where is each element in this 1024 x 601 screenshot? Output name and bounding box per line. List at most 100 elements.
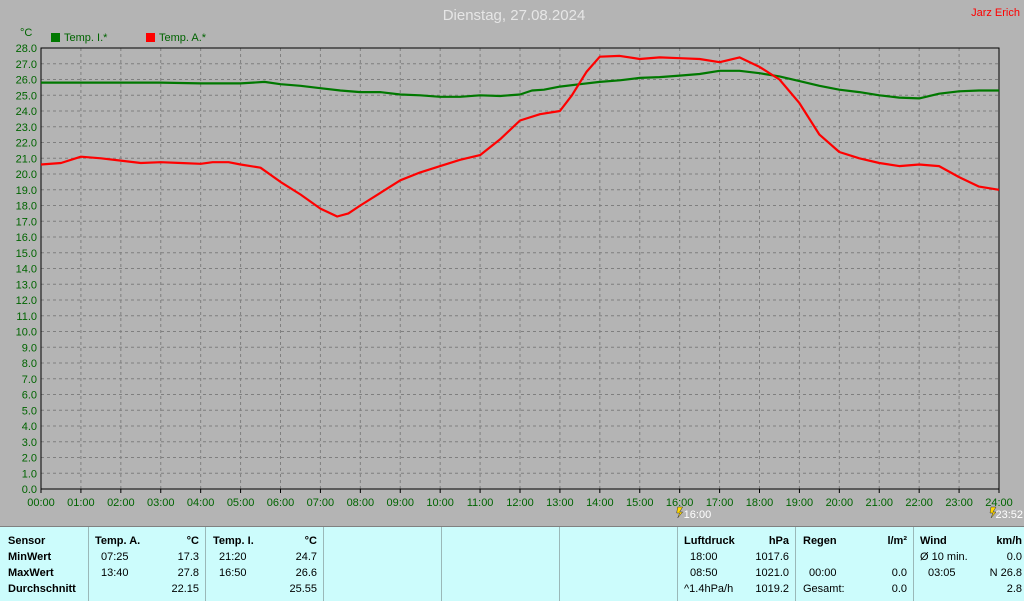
rain-unit: l/m²: [887, 535, 907, 547]
y-tick-label: 25.0: [16, 90, 37, 102]
y-tick-label: 11.0: [16, 311, 37, 323]
temp-i-min-value: 24.7: [295, 551, 317, 563]
x-tick-label: 01:00: [67, 497, 95, 509]
y-tick-label: 27.0: [16, 59, 37, 71]
y-tick-label: 2.0: [22, 453, 37, 465]
temp-a-unit: °C: [186, 535, 199, 547]
x-tick-label: 03:00: [147, 497, 175, 509]
x-tick-label: 04:00: [187, 497, 215, 509]
x-tick-label: 00:00: [27, 497, 55, 509]
panel-divider: [677, 527, 678, 601]
lightning-icon: [989, 506, 997, 519]
plot-frame: [40, 47, 1000, 490]
temp-i-max-value: 26.6: [295, 567, 317, 579]
panel-divider: [795, 527, 796, 601]
pressure-trend: ^1.4hPa/h: [684, 583, 734, 595]
temp-i-unit: °C: [304, 535, 317, 547]
legend-swatch-inside: [51, 33, 60, 42]
temp-i-header: Temp. I.: [213, 535, 254, 547]
wind-unit: km/h: [996, 535, 1022, 547]
temp-a-min-value: 17.3: [177, 551, 199, 563]
y-tick-label: 15.0: [16, 248, 37, 260]
pressure-avg-value: 1019.2: [755, 583, 789, 595]
temp-i-min-time: 21:20: [219, 551, 247, 563]
y-tick-label: 5.0: [22, 405, 37, 417]
series-line-temp-outside: [40, 54, 1000, 218]
y-tick-label: 26.0: [16, 75, 37, 87]
axes: 0.0 1.0 2.0 3.0 4.0 5.0 6.0 7.0 8.0 9.0 10.0 11.0 12…: [16, 43, 1013, 509]
x-tick-label: 18:00: [746, 497, 774, 509]
y-tick-label: 13.0: [16, 279, 37, 291]
wind-max-value: N 26.8: [989, 567, 1022, 579]
y-tick-label: 6.0: [22, 390, 37, 402]
temp-a-min-time: 07:25: [101, 551, 129, 563]
y-tick-label: 14.0: [16, 264, 37, 276]
lightning-icon: [676, 506, 684, 519]
wind-header: Wind: [920, 535, 947, 547]
x-tick-label: 05:00: [227, 497, 255, 509]
y-tick-label: 19.0: [16, 185, 37, 197]
panel-divider: [205, 527, 206, 601]
x-tick-label: 14:00: [586, 497, 614, 509]
rain-max-time: 00:00: [809, 567, 837, 579]
y-tick-label: 18.0: [16, 201, 37, 213]
wind-avg-value: 2.8: [1006, 583, 1022, 595]
y-tick-label: 16.0: [16, 232, 37, 244]
stats-panel: Sensor MinWert MaxWert Durchschnitt Temp…: [0, 526, 1024, 601]
x-tick-label: 08:00: [347, 497, 375, 509]
marker-label: 23:52: [995, 509, 1023, 521]
y-tick-label: 1.0: [22, 468, 37, 480]
author-label: Jarz Erich: [971, 7, 1020, 19]
series: [40, 54, 1000, 218]
y-tick-label: 28.0: [16, 43, 37, 55]
temp-a-max-time: 13:40: [101, 567, 129, 579]
x-tick-label: 11:00: [467, 497, 494, 509]
panel-divider: [913, 527, 914, 601]
legend-swatch-outside: [146, 33, 155, 42]
y-tick-label: 4.0: [22, 421, 37, 433]
x-tick-label: 19:00: [786, 497, 814, 509]
x-tick-label: 16:00: [666, 497, 694, 509]
y-tick-label: 10.0: [16, 327, 37, 339]
rain-max-value: 0.0: [891, 567, 907, 579]
y-tick-label: 9.0: [22, 342, 37, 354]
y-tick-label: 3.0: [22, 437, 37, 449]
rain-total-value: 0.0: [891, 583, 907, 595]
event-markers: 16:00 23:52: [676, 506, 1023, 521]
pressure-unit: hPa: [768, 535, 789, 547]
x-tick-label: 09:00: [386, 497, 414, 509]
y-tick-label: 22.0: [16, 138, 37, 150]
legend-label-outside: Temp. A.*: [159, 32, 207, 44]
y-unit-label: °C: [20, 27, 32, 39]
x-tick-label: 17:00: [706, 497, 734, 509]
y-tick-label: 17.0: [16, 216, 37, 228]
temp-i-max-time: 16:50: [219, 567, 247, 579]
y-tick-label: 12.0: [16, 295, 37, 307]
pressure-header: Luftdruck: [684, 535, 735, 547]
x-tick-label: 15:00: [626, 497, 654, 509]
series-line-temp-inside: [41, 69, 999, 100]
legend-label-inside: Temp. I.*: [64, 32, 108, 44]
y-tick-label: 24.0: [16, 106, 37, 118]
wind-avg10-value: 0.0: [1006, 551, 1022, 563]
temp-a-avg-value: 22.15: [171, 583, 199, 595]
temperature-chart: Dienstag, 27.08.2024 Jarz Erich °C Temp.…: [16, 7, 1023, 521]
chart-legend: Temp. I.* Temp. A.*: [51, 32, 207, 44]
pressure-max-time: 08:50: [690, 567, 718, 579]
wind-avg10-label: Ø 10 min.: [920, 551, 968, 563]
x-tick-label: 06:00: [267, 497, 295, 509]
temp-i-avg-value: 25.55: [289, 583, 317, 595]
panel-divider: [323, 527, 324, 601]
y-tick-label: 21.0: [16, 153, 37, 165]
x-tick-label: 23:00: [945, 497, 973, 509]
sensor-row-avg: Durchschnitt: [8, 583, 76, 595]
x-tick-label: 07:00: [307, 497, 335, 509]
x-tick-label: 02:00: [107, 497, 135, 509]
x-tick-label: 13:00: [546, 497, 574, 509]
grid: [41, 48, 999, 489]
pressure-min-value: 1017.6: [755, 551, 789, 563]
x-tick-label: 24:00: [985, 497, 1013, 509]
y-tick-label: 0.0: [22, 484, 37, 496]
y-tick-label: 7.0: [22, 374, 37, 386]
temp-a-header: Temp. A.: [95, 535, 141, 547]
